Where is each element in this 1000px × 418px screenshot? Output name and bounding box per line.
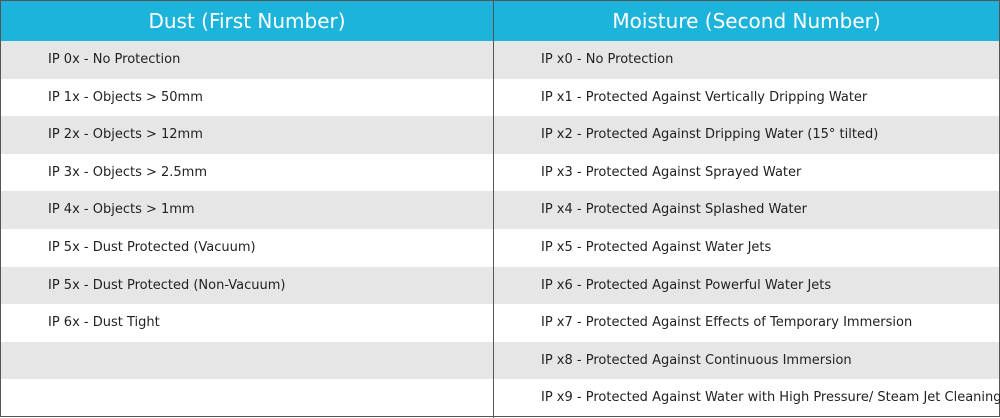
- table-cell: IP x8 - Protected Against Continuous Imm…: [541, 352, 852, 368]
- table-row: IP 5x - Dust Protected (Non-Vacuum) IP x6…: [1, 266, 999, 305]
- header-cell: Dust (First Number): [1, 1, 493, 41]
- table-row: IP 1x - Objects > 50mm IP x1 - Protected …: [1, 79, 999, 117]
- table-cell: IP x6 - Protected Against Powerful Water…: [541, 277, 832, 293]
- table-cell: IP 0x - No Protection: [48, 52, 181, 67]
- table-cell: IP x4 - Protected Against Splashed Water: [541, 202, 807, 218]
- table-cell: IP x5 - Protected Against Water Jets: [541, 240, 772, 255]
- table-row: IP 0x - No Protection IP x0 - No Protecti…: [1, 41, 999, 79]
- table-cell: IP x9 - Protected Against Water with Hig…: [541, 390, 1000, 406]
- table-row: IP 6x - Dust Tight IP x7 - Protected Agai…: [1, 304, 999, 342]
- table-cell: IP x2 - Protected Against Dripping Water…: [541, 127, 879, 143]
- table-row: IP x9 - Protected Against Water with Hig…: [1, 379, 1000, 417]
- header-cell: Moisture (Second Number): [494, 1, 999, 41]
- column-divider: [493, 1, 494, 418]
- table-row: IP 2x - Objects > 12mm IP x2 - Protected …: [1, 116, 999, 154]
- table-cell: IP x1 - Protected Against Vertically Dri…: [541, 89, 868, 105]
- table-cell: IP 5x - Dust Protected (Non-Vacuum): [48, 277, 286, 293]
- table-cell: IP 4x - Objects > 1mm: [48, 202, 195, 218]
- table-row: IP x8 - Protected Against Continuous Imm…: [1, 341, 999, 380]
- table-cell: IP 6x - Dust Tight: [48, 315, 160, 331]
- table-cell: IP 5x - Dust Protected (Vacuum): [48, 240, 256, 255]
- table-cell: IP 1x - Objects > 50mm: [48, 89, 203, 105]
- table-cell: IP x7 - Protected Against Effects of Tem…: [541, 315, 913, 331]
- table-cell: IP 2x - Objects > 12mm: [48, 127, 203, 143]
- table-row: IP 3x - Objects > 2.5mm IP x3 - Protected…: [1, 154, 999, 192]
- table-cell: IP x3 - Protected Against Sprayed Water: [541, 164, 802, 180]
- table-row: IP 4x - Objects > 1mm IP x4 - Protected A…: [1, 191, 999, 229]
- table-cell: IP 3x - Objects > 2.5mm: [48, 164, 207, 180]
- table-cell: IP x0 - No Protection: [541, 52, 674, 67]
- table-row: IP 5x - Dust Protected (Vacuum) IP x5 - P…: [1, 229, 999, 267]
